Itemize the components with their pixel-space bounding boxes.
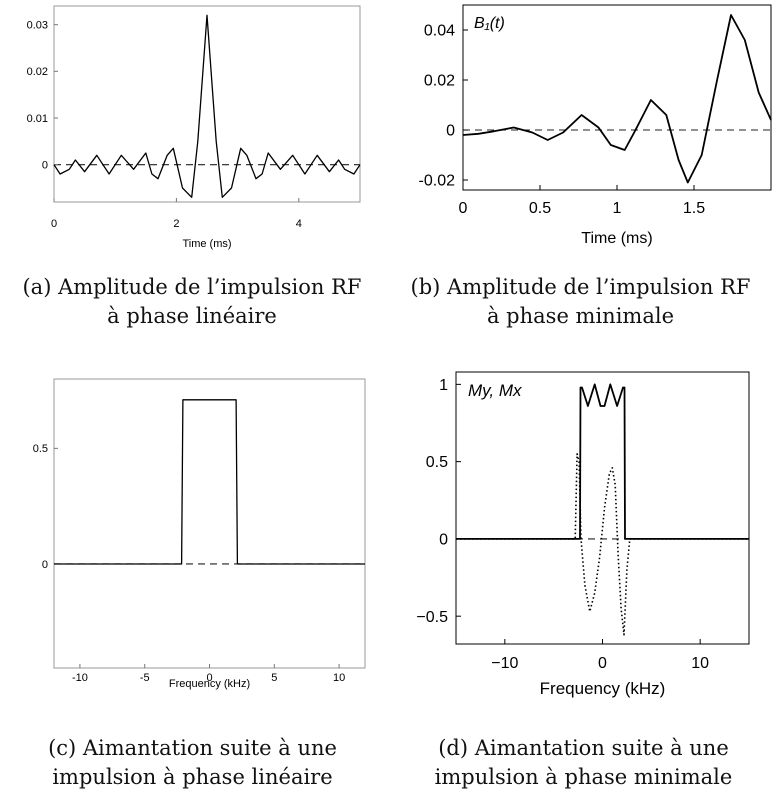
- x-axis-label: Time (ms): [182, 238, 231, 250]
- x-axis-label: Frequency (kHz): [169, 678, 250, 690]
- panel-c-plot: -10 -5 0 5 10 0 0.5 Frequency (kHz): [33, 378, 366, 690]
- caption-d-line1: (d) Aimantation suite à une: [438, 736, 729, 760]
- series-line-my: [456, 383, 749, 540]
- caption-a-line1: (a) Amplitude de l’impulsion RF: [22, 275, 362, 299]
- x-tick-label: 0: [598, 655, 607, 672]
- x-tick-label: 0: [459, 200, 468, 217]
- panel-d-plot: −10 0 10 −0.5 0 0.5 1 Frequency (kHz) My, Mx: [416, 371, 750, 698]
- x-tick-label: 1.5: [683, 200, 705, 217]
- x-tick-label: 0: [51, 218, 57, 230]
- x-tick-label: -5: [140, 672, 150, 684]
- x-tick-label: 5: [271, 672, 277, 684]
- plot-annotation: My, Mx: [468, 381, 522, 400]
- plot-frame: [462, 4, 772, 191]
- caption-c-line1: (c) Aimantation suite à une: [48, 736, 337, 760]
- x-tick-label: 10: [333, 672, 345, 684]
- caption-b-line1: (b) Amplitude de l’impulsion RF: [410, 275, 751, 299]
- caption-a: (a) Amplitude de l’impulsion RF à phase …: [2, 273, 382, 331]
- caption-d: (d) Aimantation suite à une impulsion à …: [392, 734, 775, 792]
- plot-annotation: B₁(t): [474, 15, 505, 32]
- x-tick-label: 4: [296, 218, 302, 230]
- series-line-0: [462, 14, 772, 184]
- x-tick-label: 2: [173, 218, 179, 230]
- panel-a-plot: 0 2 4 0 0.01 0.02 0.03 Time (ms): [27, 5, 361, 250]
- x-axis-label: Time (ms): [581, 230, 652, 247]
- x-tick-label: 10: [691, 655, 709, 672]
- y-tick-label: 0: [446, 123, 455, 140]
- y-tick-label: 0: [439, 532, 448, 549]
- caption-c-line2: impulsion à phase linéaire: [52, 765, 333, 789]
- plot-frame: [53, 378, 366, 669]
- x-tick-label: 0: [206, 672, 212, 684]
- caption-b: (b) Amplitude de l’impulsion RF à phase …: [388, 273, 773, 331]
- series-line-0: [53, 14, 361, 198]
- y-tick-label: 0.02: [424, 73, 455, 90]
- y-tick-label: 0: [42, 559, 48, 571]
- series-line-mx: [456, 453, 749, 636]
- y-tick-label: 0.03: [27, 20, 48, 32]
- plot-frame: [53, 5, 361, 203]
- y-tick-label: 1: [439, 377, 448, 394]
- caption-c: (c) Aimantation suite à une impulsion à …: [0, 734, 385, 792]
- y-tick-label: 0.02: [27, 66, 48, 78]
- y-tick-label: 0: [42, 160, 48, 172]
- x-tick-label: 1: [613, 200, 622, 217]
- plot-frame: [455, 371, 750, 645]
- caption-d-line2: impulsion à phase minimale: [434, 765, 733, 789]
- x-tick-label: -10: [72, 672, 88, 684]
- x-tick-label: −10: [491, 655, 518, 672]
- y-tick-label: 0.04: [424, 23, 455, 40]
- y-tick-label: 0.01: [27, 113, 48, 125]
- y-tick-label: 0.5: [33, 443, 48, 455]
- caption-a-line2: à phase linéaire: [107, 304, 277, 328]
- y-tick-label: 0.5: [426, 454, 448, 471]
- y-tick-label: −0.5: [416, 609, 448, 626]
- x-tick-label: 0.5: [529, 200, 551, 217]
- y-tick-label: -0.02: [419, 173, 456, 190]
- series-line-mxy: [54, 399, 365, 565]
- caption-b-line2: à phase minimale: [486, 304, 674, 328]
- x-axis-label: Frequency (kHz): [540, 679, 666, 698]
